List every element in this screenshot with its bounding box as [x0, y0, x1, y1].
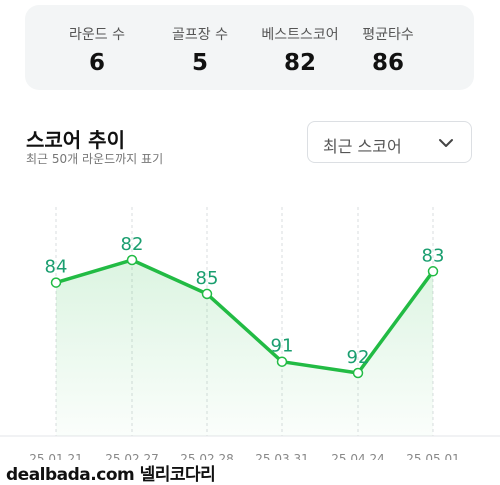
x-tick-label: 25.04.24: [331, 452, 384, 460]
stat-label: 평균타수: [362, 27, 414, 43]
score-filter-dropdown[interactable]: 최근 스코어: [307, 121, 472, 163]
stat-value: 5: [191, 50, 208, 76]
dropdown-selected-value: 최근 스코어: [323, 137, 402, 156]
x-tick-label: 25.05.01: [406, 452, 459, 460]
stat-average-score: 평균타수 86: [332, 5, 444, 76]
x-tick-label: 25.02.28: [180, 452, 233, 460]
stat-value: 6: [88, 50, 105, 76]
stat-value: 86: [371, 50, 404, 76]
section-title: 스코어 추이: [26, 128, 125, 152]
stats-summary-card: 라운드 수 6 골프장 수 5 베스트스코어 82 평균타수 86: [25, 5, 474, 90]
score-point: [50, 277, 62, 288]
section-subtitle: 최근 50개 라운드까지 표기: [26, 152, 164, 166]
score-point: [201, 288, 213, 300]
x-tick-label: 25.02.27: [105, 452, 158, 460]
stat-rounds: 라운드 수 6: [41, 5, 153, 76]
x-tick-label: 25.03.31: [255, 452, 308, 460]
stat-value: 82: [283, 50, 316, 76]
score-line: [54, 258, 435, 375]
stat-best-score: 베스트스코어 82: [244, 5, 356, 76]
stat-label: 라운드 수: [69, 27, 125, 43]
score-point: [126, 254, 138, 266]
score-data-label: 91: [271, 336, 294, 357]
chevron-down-icon: [439, 139, 453, 147]
score-data-label: 92: [347, 347, 370, 368]
score-trend-chart: 84 82 85 91 92 83 25.01.21 25.02.27 25.02.28 25.0…: [0, 207, 500, 460]
score-data-label: 85: [196, 268, 219, 289]
x-tick-label: 25.01.21: [29, 452, 82, 460]
stat-courses: 골프장 수 5: [144, 5, 256, 76]
score-point: [352, 367, 364, 379]
score-data-label: 82: [121, 234, 144, 255]
score-point: [427, 266, 439, 277]
stat-label: 베스트스코어: [261, 27, 339, 43]
stat-label: 골프장 수: [172, 27, 228, 43]
score-area-fill: [56, 260, 433, 436]
score-data-label: 83: [422, 245, 445, 266]
score-data-label: 84: [45, 257, 68, 278]
score-point: [276, 356, 288, 367]
watermark-text: dealbada.com 넬리코다리: [6, 465, 216, 485]
